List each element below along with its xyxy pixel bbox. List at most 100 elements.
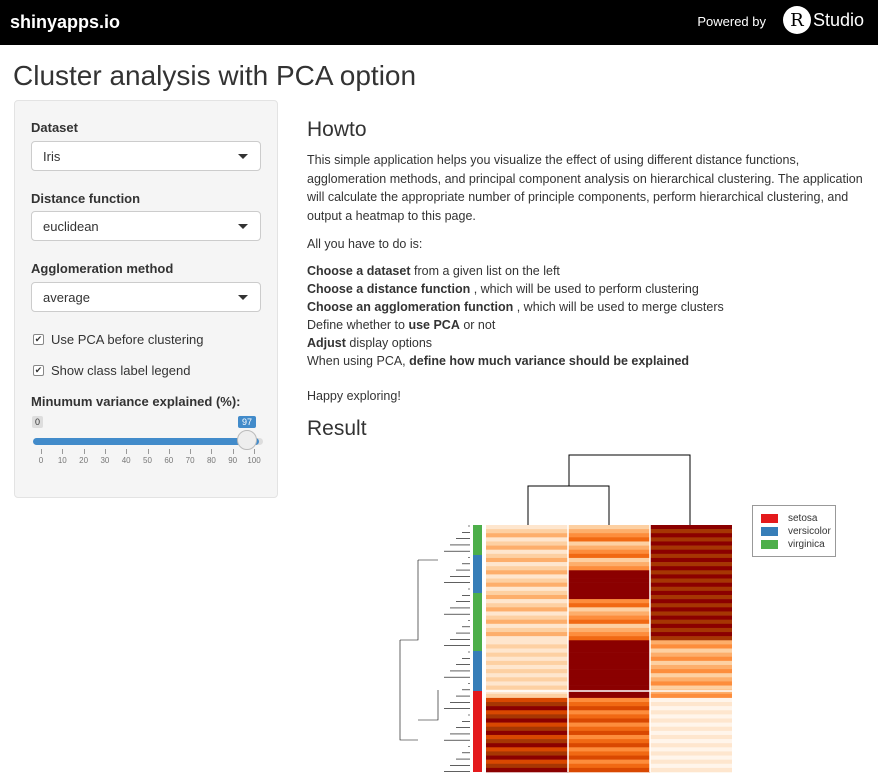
result-heading: Result [307,417,367,440]
howto-heading: Howto [307,118,367,141]
heatmap-cell [650,706,732,711]
heatmap-cell [486,730,568,736]
heatmap-cell [568,537,650,542]
heatmap-cell [650,648,732,653]
use-pca-label: Use PCA before clustering [51,332,204,347]
slider-tick-label: 30 [100,456,110,465]
heatmap-cell [650,586,732,592]
heatmap-cell [486,714,568,719]
heatmap-cell [486,566,568,571]
heatmap-cell [568,578,650,583]
heatmap-cell [650,747,732,752]
heatmap-cell [568,529,650,534]
slider-tick [254,449,255,454]
use-pca-checkbox[interactable]: ✔ Use PCA before clustering [33,332,203,347]
slider-tick [147,449,149,454]
heatmap-cell [650,697,732,703]
heatmap-cell [486,632,568,637]
heatmap-cell [486,722,568,728]
heatmap-cell [486,607,568,612]
heatmap-cell [650,751,732,756]
heatmap-cell [486,685,568,690]
slider-track-filled[interactable] [33,438,259,445]
page-title: Cluster analysis with PCA option [13,60,417,91]
checkbox-checked-icon[interactable]: ✔ [33,334,44,345]
heatmap-cell [486,545,568,550]
heatmap-cell [650,767,732,773]
heatmap-cell [486,759,568,765]
heatmap-cell [650,627,732,633]
class-color-bar [473,593,482,651]
heatmap-cell [568,607,650,612]
heatmap-cell [650,603,732,608]
heatmap-cell [650,632,732,637]
heatmap-cell [568,619,650,625]
howto-steps: Choose a dataset from a given list on th… [307,262,872,370]
class-color-bar [473,555,482,593]
heatmap-cell [650,537,732,542]
heatmap-cell [568,644,650,649]
heatmap-cell [568,525,650,530]
heatmap-cell [568,755,650,760]
slider-handle[interactable] [237,430,257,450]
heatmap-cell [486,767,568,773]
heatmap-cell [486,739,568,744]
agglomeration-select[interactable]: average [31,282,261,312]
rstudio-logo[interactable]: R Studio [782,6,864,34]
heatmap-cell [486,656,568,662]
heatmap-cell [486,549,568,555]
heatmap-cell [650,574,732,579]
heatmap-cell [486,693,568,699]
distance-select[interactable]: euclidean [31,211,261,241]
heatmap-cell [568,590,650,596]
heatmap-cell [650,759,732,765]
heatmap-cell [650,599,732,604]
heatmap-cell [650,549,732,555]
class-color-bar [473,651,482,691]
heatmap-cell [486,726,568,732]
legend-swatch [761,514,778,523]
dataset-select[interactable]: Iris [31,141,261,171]
heatmap-cell [486,562,568,567]
show-legend-checkbox[interactable]: ✔ Show class label legend [33,363,190,378]
heatmap-cell [650,541,732,546]
heatmap-cell [486,537,568,542]
heatmap-cell [650,743,732,748]
heatmap-cell [486,570,568,575]
heatmap-cell [486,636,568,641]
heatmap-cell [568,673,650,678]
legend-item-versicolor: versicolor [761,526,831,537]
step-item: Choose a distance function , which will … [307,281,699,296]
howto-all-you: All you have to do is: [307,237,423,251]
heatmap-cell [650,710,732,715]
heatmap-cell [568,566,650,571]
dataset-select-value: Iris [43,149,61,164]
slider-ticks: 0 10 20 30 40 50 60 70 80 90 100 [31,449,266,474]
step-item: Define whether to use PCA or not [307,317,496,332]
heatmap-cell [486,615,568,620]
slider-tick-label: 60 [164,456,174,465]
step-item: Choose an agglomeration function , which… [307,299,724,314]
heatmap-cell [486,681,568,686]
heatmap-cell [650,730,732,736]
howto-intro: This simple application helps you visual… [307,153,863,223]
brand-logo[interactable]: shinyapps.io [10,12,121,32]
legend-swatch [761,540,778,549]
checkbox-checked-icon[interactable]: ✔ [33,365,44,376]
variance-label: Minumum variance explained (%): [31,394,241,409]
heatmap-cell [568,702,650,707]
heatmap-cell [568,632,650,637]
slider-tick-label: 90 [228,456,238,465]
heatmap-cell [650,677,732,682]
heatmap-cell [568,636,650,641]
heatmap-cell [568,751,650,756]
heatmap-cell [486,586,568,592]
heatmap-cell [650,664,732,670]
heatmap-cell [568,739,650,744]
heatmap-cell [650,739,732,744]
heatmap-cell [650,636,732,641]
heatmap-cell [568,627,650,633]
legend-label: virginica [788,539,825,550]
heatmap-cell [650,590,732,596]
heatmap-cell [568,623,650,629]
